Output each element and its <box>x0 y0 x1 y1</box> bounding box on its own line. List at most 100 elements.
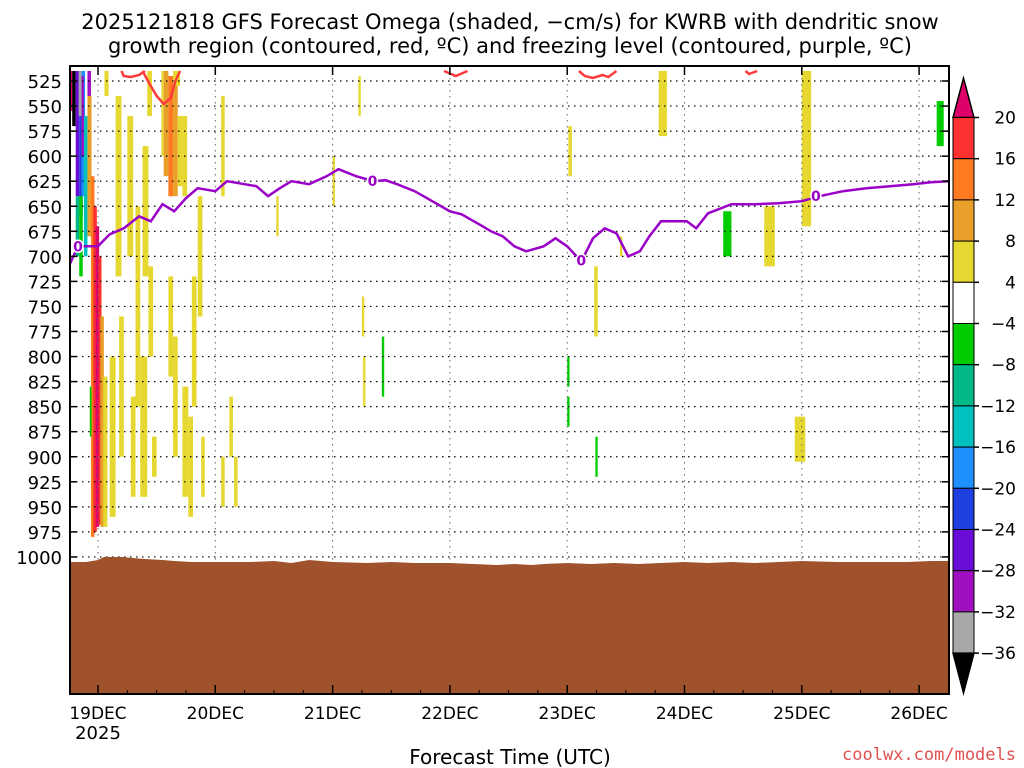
x-year-label: 2025 <box>75 723 121 744</box>
omega-cell <box>936 101 944 147</box>
y-tick-label: 900 <box>28 448 62 469</box>
omega-cell <box>182 386 189 497</box>
colorbar-segment <box>952 446 975 489</box>
colorbar-label: 8 <box>1005 232 1016 252</box>
y-tick-label: 625 <box>28 172 62 193</box>
colorbar-segment <box>952 405 975 448</box>
omega-cell <box>104 70 109 97</box>
omega-cell <box>358 75 361 117</box>
omega-cell <box>173 86 178 197</box>
colorbar-segment <box>952 570 975 613</box>
omega-cell <box>78 70 82 117</box>
omega-shading <box>70 70 944 537</box>
colorbar-label: −12 <box>980 397 1016 417</box>
omega-cell <box>568 126 572 177</box>
colorbar-segment <box>952 281 975 324</box>
freezing-level-label: 0 <box>368 174 378 190</box>
colorbar-segment <box>952 117 975 160</box>
freezing-level-line <box>70 167 949 267</box>
omega-cell <box>619 236 623 257</box>
omega-cell <box>81 75 84 157</box>
omega-cell <box>191 276 197 407</box>
x-tick-label: 22DEC <box>421 704 478 724</box>
omega-cell <box>173 336 178 457</box>
omega-cell <box>89 386 92 437</box>
omega-cell <box>764 206 775 267</box>
colorbar-top-arrow <box>952 75 975 119</box>
omega-cell <box>658 70 667 137</box>
omega-cell <box>168 75 174 197</box>
x-axis: 19DEC 20DEC 21DEC 22DEC 23DEC 24DEC 25DEC 26DEC <box>69 66 949 724</box>
omega-cell <box>221 456 225 507</box>
omega-cell <box>234 456 238 507</box>
colorbar-segment <box>952 323 975 366</box>
plot-frame <box>69 65 950 695</box>
x-tick-label: 25DEC <box>773 704 830 724</box>
y-tick-label: 825 <box>28 373 62 394</box>
omega-cell <box>79 196 83 277</box>
x-tick-label: 20DEC <box>187 704 244 724</box>
y-tick-label: 875 <box>28 423 62 444</box>
colorbar-label: −20 <box>980 479 1016 499</box>
colorbar-label: −24 <box>980 521 1016 541</box>
omega-cell <box>567 396 570 427</box>
omega-cell <box>794 416 806 462</box>
freezing-level-label: 0 <box>811 189 821 205</box>
x-axis-label: Forecast Time (UTC) <box>409 745 611 768</box>
colorbar-segment <box>952 529 975 572</box>
colorbar-segment <box>952 487 975 530</box>
omega-cell <box>87 70 91 97</box>
omega-cell <box>332 156 335 207</box>
x-tick-label: 26DEC <box>890 704 947 724</box>
omega-cell <box>79 70 83 217</box>
omega-cell <box>135 206 141 407</box>
omega-cell <box>115 96 122 277</box>
colorbar-segment <box>952 158 975 201</box>
omega-cell <box>595 436 598 477</box>
omega-cell <box>70 70 73 112</box>
omega-cell <box>177 116 183 187</box>
y-tick-label: 550 <box>28 97 62 118</box>
dgz-contour-line <box>744 69 758 76</box>
terrain-area <box>70 557 949 694</box>
omega-cell <box>161 70 164 157</box>
colorbar-label: −28 <box>980 562 1016 582</box>
dgz-contour-line <box>578 69 618 80</box>
omega-cell <box>95 226 100 527</box>
dgz-contour-line <box>120 69 146 79</box>
colorbar-label: 16 <box>994 150 1016 170</box>
omega-cell <box>801 70 812 227</box>
dgz-contour-line <box>443 69 468 78</box>
y-tick-label: 850 <box>28 398 62 419</box>
y-tick-label: 700 <box>28 247 62 268</box>
y-tick-label: 600 <box>28 147 62 168</box>
omega-cell <box>90 176 95 537</box>
omega-cell <box>567 356 570 387</box>
omega-cell <box>147 70 152 117</box>
colorbar-label: −16 <box>980 438 1016 458</box>
y-tick-label: 800 <box>28 348 62 369</box>
x-tick-label: 23DEC <box>539 704 596 724</box>
y-tick-label: 575 <box>28 122 62 143</box>
colorbar-segment <box>952 611 975 654</box>
colorbar-bottom-arrow <box>952 652 975 697</box>
omega-cell <box>127 116 134 257</box>
omega-cell <box>221 96 225 197</box>
plot-area: 0 0 0 0 <box>69 65 950 695</box>
omega-cell <box>87 96 92 237</box>
x-tick-label: 21DEC <box>304 704 361 724</box>
y-tick-label: 675 <box>28 222 62 243</box>
colorbar-segment <box>952 199 975 242</box>
omega-cell <box>148 266 154 357</box>
omega-cell <box>83 116 88 257</box>
omega-cell <box>72 70 76 127</box>
omega-cell <box>361 296 365 337</box>
chart-title-line1: 2025121818 GFS Forecast Omega (shaded, −… <box>81 10 938 34</box>
colorbar-segment <box>952 364 975 407</box>
terrain <box>70 557 949 694</box>
y-tick-label: 650 <box>28 197 62 218</box>
dgz-contour-line <box>141 70 182 106</box>
y-tick-label: 775 <box>28 323 62 344</box>
omega-cell <box>119 316 124 457</box>
